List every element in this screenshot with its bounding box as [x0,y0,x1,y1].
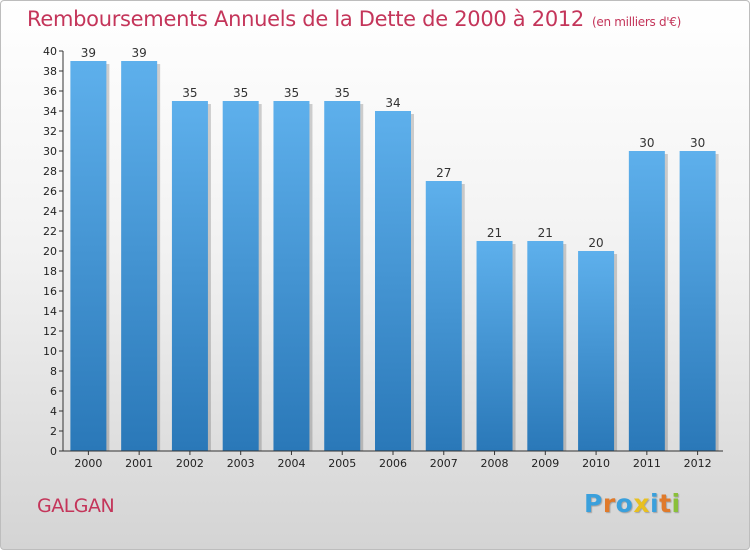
x-tick-label-2008: 2008 [481,457,509,470]
bar-2006 [375,111,411,451]
x-tick-label-2001: 2001 [125,457,153,470]
y-tick-label-12: 12 [43,325,57,338]
y-tick-label-28: 28 [43,165,57,178]
brand-letter: r [602,489,616,518]
y-tick-label-38: 38 [43,65,57,78]
brand-letter: P [584,489,603,518]
y-tick-label-18: 18 [43,265,57,278]
bar-2004 [273,101,310,451]
y-tick-label-8: 8 [50,365,57,378]
x-tick-label-2004: 2004 [277,457,305,470]
y-tick-label-24: 24 [43,205,57,218]
data-label-2003: 35 [233,86,248,100]
x-tick-label-2007: 2007 [430,457,458,470]
bar-2005 [324,101,361,451]
y-tick-label-16: 16 [43,285,57,298]
title-unit: (en milliers d'€) [592,15,682,29]
bars-group: 39 39 35 35 35 35 34 27 21 21 20 30 30 [70,46,719,451]
data-label-2011: 30 [639,136,654,150]
y-tick-label-26: 26 [43,185,57,198]
data-label-2010: 20 [588,236,603,250]
data-label-2006: 34 [385,96,400,110]
y-tick-label-36: 36 [43,85,57,98]
bar-2000 [70,61,107,451]
bar-2001 [121,61,158,451]
x-tick-label-2005: 2005 [328,457,356,470]
bar-2012 [679,151,716,451]
bar-2002 [171,101,208,451]
y-tick-label-32: 32 [43,125,57,138]
x-tick-label-2012: 2012 [684,457,712,470]
x-tick-label-2009: 2009 [531,457,559,470]
y-tick-label-2: 2 [50,425,57,438]
chart-title: Remboursements Annuels de la Dette de 20… [27,7,681,31]
y-tick-label-20: 20 [43,245,57,258]
brand-letter: o [615,489,634,518]
data-label-2007: 27 [436,166,451,180]
data-label-2000: 39 [81,46,96,60]
x-tick-label-2010: 2010 [582,457,610,470]
data-label-2012: 30 [690,136,705,150]
x-tick-label-2000: 2000 [74,457,102,470]
y-tick-label-34: 34 [43,105,57,118]
x-tick-label-2003: 2003 [227,457,255,470]
y-tick-label-10: 10 [43,345,57,358]
bar-2003 [222,101,259,451]
place-name: GALGAN [37,495,115,517]
brand-logo[interactable]: Proxiti [584,489,681,518]
y-tick-label-40: 40 [43,45,57,58]
title-text: Remboursements Annuels de la Dette de 20… [27,7,584,31]
bar-2009 [527,241,564,451]
brand-letter: i [650,489,660,518]
brand-letter: x [633,489,650,518]
bar-2010 [578,251,615,451]
bar-2011 [628,151,665,451]
y-tick-label-6: 6 [50,385,57,398]
x-tick-label-2011: 2011 [633,457,661,470]
bar-2007 [425,181,462,451]
data-label-2002: 35 [182,86,197,100]
data-label-2005: 35 [335,86,350,100]
brand-letter: t [659,489,672,518]
y-tick-label-0: 0 [50,445,57,458]
y-tick-label-4: 4 [50,405,57,418]
axes-group: 2000 2001 2002 2003 2004 2005 2006 2007 2008 2009… [43,45,723,470]
y-tick-label-22: 22 [43,225,57,238]
x-tick-label-2002: 2002 [176,457,204,470]
y-tick-label-14: 14 [43,305,57,318]
y-tick-label-30: 30 [43,145,57,158]
brand-letter: i [671,489,681,518]
data-label-2008: 21 [487,226,502,240]
x-tick-label-2006: 2006 [379,457,407,470]
data-label-2004: 35 [284,86,299,100]
bar-2008 [476,241,513,451]
data-label-2001: 39 [132,46,147,60]
data-label-2009: 21 [538,226,553,240]
